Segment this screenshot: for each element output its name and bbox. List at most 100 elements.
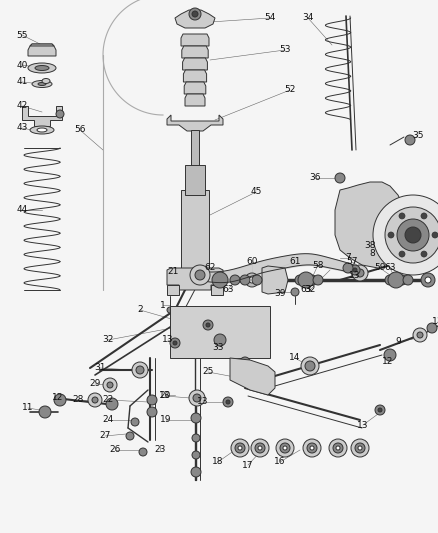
Text: 38: 38 [364,240,376,249]
Circle shape [167,307,173,313]
Circle shape [403,275,413,285]
Text: 21: 21 [167,268,179,277]
Circle shape [336,446,340,450]
Circle shape [191,413,201,423]
Circle shape [351,439,369,457]
Text: 18: 18 [212,457,224,466]
Bar [191,130,199,190]
Text: 23: 23 [154,446,166,455]
Text: 12: 12 [382,358,394,367]
Text: 44: 44 [16,206,28,214]
Circle shape [235,443,245,453]
Circle shape [192,451,200,459]
Text: 56: 56 [74,125,86,134]
Circle shape [291,288,299,296]
Circle shape [303,439,321,457]
Circle shape [212,272,228,288]
Ellipse shape [37,128,47,132]
Bar [211,285,223,295]
Circle shape [92,397,98,403]
Polygon shape [28,44,56,56]
Circle shape [103,378,117,392]
Text: 32: 32 [304,286,316,295]
Polygon shape [184,82,206,94]
Circle shape [399,251,405,257]
Text: 62: 62 [204,263,215,272]
Ellipse shape [28,63,56,73]
Circle shape [388,272,404,288]
Text: 1: 1 [160,301,166,310]
Polygon shape [230,358,275,395]
Circle shape [335,173,345,183]
Text: 42: 42 [16,101,28,110]
Text: 36: 36 [309,174,321,182]
Text: 29: 29 [89,379,101,389]
Polygon shape [335,182,408,268]
Text: 17: 17 [242,461,254,470]
Text: 13: 13 [349,271,361,279]
Circle shape [417,332,423,338]
Text: 8: 8 [369,248,375,257]
Text: 43: 43 [16,124,28,133]
Text: 9: 9 [395,337,401,346]
Circle shape [249,277,255,283]
Bar [170,306,270,358]
Circle shape [384,349,396,361]
Circle shape [388,232,394,238]
Polygon shape [262,266,288,294]
Circle shape [195,270,205,280]
Circle shape [170,338,180,348]
Circle shape [191,467,201,477]
Circle shape [258,446,262,450]
Circle shape [310,446,314,450]
Circle shape [421,251,427,257]
Circle shape [206,323,210,327]
Text: 59: 59 [374,263,386,272]
Circle shape [147,395,157,405]
Circle shape [356,269,364,277]
Bar [181,190,209,270]
Circle shape [231,439,249,457]
Circle shape [192,11,198,17]
Text: 45: 45 [250,188,261,197]
Circle shape [313,275,323,285]
Text: 32: 32 [102,335,114,344]
Bar [185,165,205,195]
Text: 26: 26 [110,446,121,455]
Polygon shape [183,58,208,70]
Ellipse shape [32,80,52,87]
Circle shape [189,8,201,20]
Text: 19: 19 [160,416,172,424]
Circle shape [54,394,66,406]
Circle shape [385,275,395,285]
Ellipse shape [35,66,49,70]
Text: 60: 60 [246,257,258,266]
Text: 55: 55 [16,30,28,39]
Text: 39: 39 [274,288,286,297]
Circle shape [147,407,157,417]
Circle shape [173,341,177,345]
Circle shape [240,357,250,367]
Text: 40: 40 [16,61,28,69]
Polygon shape [184,70,207,82]
Text: 2: 2 [137,305,143,314]
Circle shape [399,213,405,219]
Text: 22: 22 [102,395,113,405]
Circle shape [126,432,134,440]
Circle shape [139,448,147,456]
Polygon shape [175,10,215,28]
Circle shape [203,320,213,330]
Circle shape [295,275,305,285]
Circle shape [397,275,407,285]
Polygon shape [182,46,208,58]
Text: 13: 13 [159,391,171,400]
Text: 16: 16 [274,457,286,466]
Circle shape [223,397,233,407]
Polygon shape [22,106,62,126]
Text: 24: 24 [102,416,113,424]
Circle shape [307,275,317,285]
Circle shape [189,390,205,406]
Ellipse shape [42,78,50,84]
Circle shape [375,405,385,415]
Polygon shape [30,44,54,46]
